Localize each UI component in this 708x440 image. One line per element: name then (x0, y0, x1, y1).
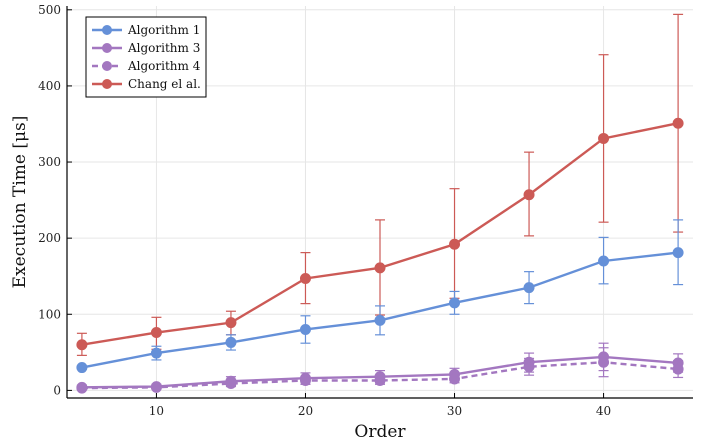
algorithm-4-point (449, 373, 461, 385)
legend-label-algorithm-3: Algorithm 3 (127, 41, 200, 55)
y-tick-labels: 0 100 200 300 400 500 (38, 3, 72, 397)
algorithm-4-point (523, 361, 535, 373)
algorithm-1-point (523, 282, 535, 294)
chang-el-al-point (449, 238, 461, 250)
algorithm-1-point (225, 336, 237, 348)
algorithm-4-point (150, 381, 162, 393)
algorithm-4-point (76, 382, 88, 394)
algorithm-1-point (449, 297, 461, 309)
axes (66, 6, 693, 399)
y-tick-label: 400 (38, 79, 61, 93)
chang-el-al-point (150, 327, 162, 339)
x-tick-label: 20 (298, 404, 313, 418)
x-tick-labels: 10 20 30 40 (149, 393, 611, 418)
series-points (76, 117, 684, 394)
y-tick-label: 300 (38, 155, 61, 169)
x-tick-label: 10 (149, 404, 164, 418)
chang-el-al-point (299, 272, 311, 284)
chang-el-al-point (76, 339, 88, 351)
legend-marker-chang-el-al (102, 79, 112, 89)
algorithm-1-point (672, 247, 684, 259)
chang-el-al-point (598, 132, 610, 144)
x-axis-title: Order (354, 422, 406, 440)
y-tick-label: 500 (38, 3, 61, 17)
chang-el-al-point (225, 317, 237, 329)
y-axis-title: Execution Time [μs] (10, 116, 30, 289)
y-tick-label: 0 (53, 383, 61, 397)
algorithm-1-point (150, 347, 162, 359)
algorithm-1-point (598, 255, 610, 267)
legend-marker-algorithm-3 (102, 43, 112, 53)
legend: Algorithm 1 Algorithm 3 Algorithm 4 Chang e… (85, 16, 207, 98)
algorithm-1-point (299, 323, 311, 335)
x-tick-label: 30 (447, 404, 462, 418)
legend-marker-algorithm-4 (102, 61, 112, 71)
y-tick-label: 100 (38, 307, 61, 321)
y-tick-label: 200 (38, 231, 61, 245)
algorithm-1-point (374, 314, 386, 326)
x-tick-label: 40 (596, 404, 611, 418)
legend-marker-algorithm-1 (102, 25, 112, 35)
algorithm-4-point (672, 363, 684, 375)
algorithm-4-point (299, 374, 311, 386)
chang-el-al-point (672, 117, 684, 129)
chang-el-al-point (374, 262, 386, 274)
algorithm-1-point (76, 362, 88, 374)
algorithm-4-point (598, 356, 610, 368)
legend-label-algorithm-1: Algorithm 1 (127, 23, 200, 37)
legend-label-algorithm-4: Algorithm 4 (127, 59, 201, 73)
algorithm-4-point (225, 378, 237, 390)
chang-el-al-point (523, 189, 535, 201)
legend-label-chang-el-al: Chang el al. (128, 77, 201, 91)
algorithm-4-point (374, 374, 386, 386)
